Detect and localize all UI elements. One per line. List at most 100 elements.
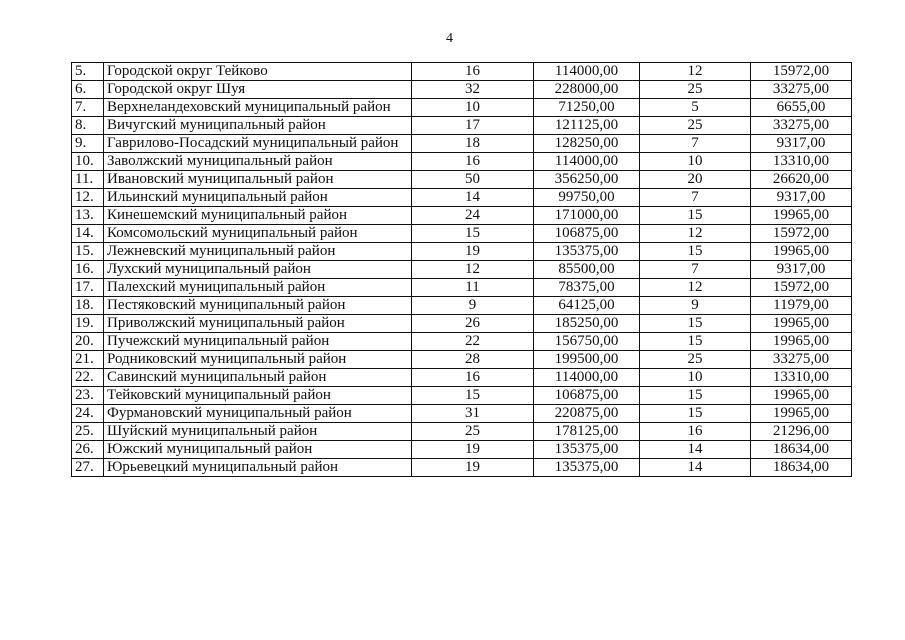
table-row: 25. Шуйский муниципальный район 25 178125,0… (71, 422, 852, 441)
amount-1: 135375,00 (533, 440, 640, 459)
amount-2: 19965,00 (750, 242, 852, 261)
count-1: 15 (411, 224, 534, 243)
amount-1: 220875,00 (533, 404, 640, 423)
amount-1: 121125,00 (533, 116, 640, 135)
count-2: 7 (639, 260, 751, 279)
municipality-name: Гаврилово-Посадский муниципальный район (103, 134, 412, 153)
amount-1: 64125,00 (533, 296, 640, 315)
amount-2: 11979,00 (750, 296, 852, 315)
municipality-name: Комсомольский муниципальный район (103, 224, 412, 243)
amount-1: 135375,00 (533, 242, 640, 261)
count-2: 25 (639, 350, 751, 369)
municipality-name: Тейковский муниципальный район (103, 386, 412, 405)
row-number: 12. (71, 188, 104, 207)
amount-1: 114000,00 (533, 368, 640, 387)
table-row: 23. Тейковский муниципальный район 15 10687… (71, 386, 852, 405)
table-row: 7. Верхнеландеховский муниципальный район… (71, 98, 852, 117)
municipality-name: Ивановский муниципальный район (103, 170, 412, 189)
amount-2: 21296,00 (750, 422, 852, 441)
row-number: 8. (71, 116, 104, 135)
allocation-table: 5. Городской округ Тейково 16 114000,00 12 15… (71, 62, 852, 477)
count-1: 12 (411, 260, 534, 279)
count-2: 12 (639, 278, 751, 297)
count-1: 50 (411, 170, 534, 189)
count-1: 19 (411, 458, 534, 477)
municipality-name: Пестяковский муниципальный район (103, 296, 412, 315)
table-row: 11. Ивановский муниципальный район 50 35625… (71, 170, 852, 189)
municipality-name: Лухский муниципальный район (103, 260, 412, 279)
row-number: 15. (71, 242, 104, 261)
municipality-name: Верхнеландеховский муниципальный район (103, 98, 412, 117)
count-1: 16 (411, 368, 534, 387)
row-number: 25. (71, 422, 104, 441)
municipality-name: Ильинский муниципальный район (103, 188, 412, 207)
count-1: 19 (411, 440, 534, 459)
table-row: 26. Южский муниципальный район 19 135375,00… (71, 440, 852, 459)
amount-2: 33275,00 (750, 116, 852, 135)
amount-1: 106875,00 (533, 224, 640, 243)
count-2: 7 (639, 134, 751, 153)
count-1: 17 (411, 116, 534, 135)
row-number: 5. (71, 62, 104, 81)
amount-2: 9317,00 (750, 134, 852, 153)
municipality-name: Южский муниципальный район (103, 440, 412, 459)
count-2: 16 (639, 422, 751, 441)
table-row: 9. Гаврилово-Посадский муниципальный райо… (71, 134, 852, 153)
row-number: 22. (71, 368, 104, 387)
row-number: 13. (71, 206, 104, 225)
count-2: 25 (639, 80, 751, 99)
row-number: 24. (71, 404, 104, 423)
amount-1: 185250,00 (533, 314, 640, 333)
amount-1: 85500,00 (533, 260, 640, 279)
row-number: 11. (71, 170, 104, 189)
count-2: 15 (639, 206, 751, 225)
row-number: 20. (71, 332, 104, 351)
count-1: 31 (411, 404, 534, 423)
municipality-name: Городской округ Тейково (103, 62, 412, 81)
municipality-name: Родниковский муниципальный район (103, 350, 412, 369)
row-number: 6. (71, 80, 104, 99)
count-1: 14 (411, 188, 534, 207)
count-1: 24 (411, 206, 534, 225)
amount-2: 18634,00 (750, 440, 852, 459)
table-row: 13. Кинешемский муниципальный район 24 1710… (71, 206, 852, 225)
count-2: 10 (639, 368, 751, 387)
amount-2: 26620,00 (750, 170, 852, 189)
amount-1: 78375,00 (533, 278, 640, 297)
municipality-name: Лежневский муниципальный район (103, 242, 412, 261)
amount-2: 18634,00 (750, 458, 852, 477)
amount-1: 156750,00 (533, 332, 640, 351)
amount-1: 114000,00 (533, 62, 640, 81)
amount-2: 13310,00 (750, 152, 852, 171)
count-2: 20 (639, 170, 751, 189)
count-2: 15 (639, 332, 751, 351)
table-row: 16. Лухский муниципальный район 12 85500,00… (71, 260, 852, 279)
count-2: 14 (639, 458, 751, 477)
row-number: 17. (71, 278, 104, 297)
table-row: 18. Пестяковский муниципальный район 9 6412… (71, 296, 852, 315)
count-2: 15 (639, 404, 751, 423)
amount-2: 19965,00 (750, 206, 852, 225)
amount-2: 33275,00 (750, 80, 852, 99)
count-2: 15 (639, 314, 751, 333)
count-1: 32 (411, 80, 534, 99)
count-1: 15 (411, 386, 534, 405)
municipality-name: Шуйский муниципальный район (103, 422, 412, 441)
row-number: 18. (71, 296, 104, 315)
count-2: 14 (639, 440, 751, 459)
table-row: 12. Ильинский муниципальный район 14 99750,… (71, 188, 852, 207)
table-row: 14. Комсомольский муниципальный район 15 10… (71, 224, 852, 243)
count-2: 25 (639, 116, 751, 135)
row-number: 19. (71, 314, 104, 333)
table-row: 19. Приволжский муниципальный район 26 1852… (71, 314, 852, 333)
count-1: 19 (411, 242, 534, 261)
amount-1: 199500,00 (533, 350, 640, 369)
count-2: 15 (639, 242, 751, 261)
count-1: 25 (411, 422, 534, 441)
amount-2: 15972,00 (750, 278, 852, 297)
amount-2: 19965,00 (750, 332, 852, 351)
amount-2: 19965,00 (750, 386, 852, 405)
count-2: 7 (639, 188, 751, 207)
amount-1: 99750,00 (533, 188, 640, 207)
count-1: 11 (411, 278, 534, 297)
